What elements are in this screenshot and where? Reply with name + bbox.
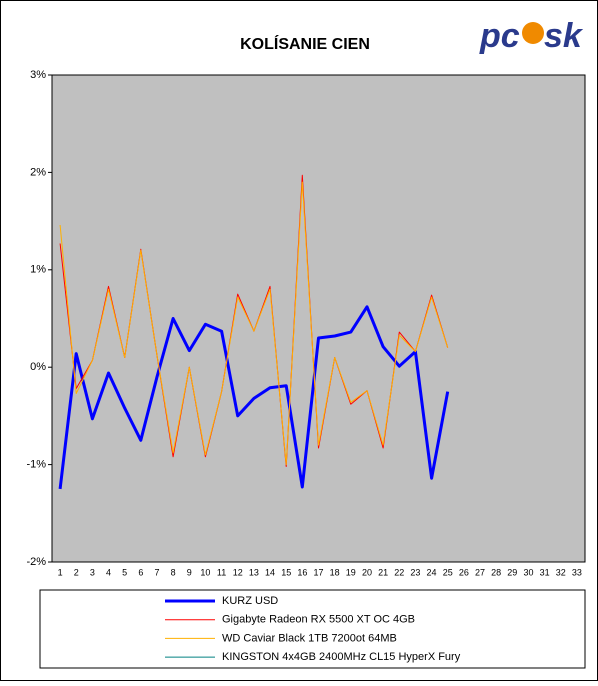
x-tick-label: 2 xyxy=(74,567,79,577)
x-tick-label: 15 xyxy=(281,567,291,577)
x-tick-label: 29 xyxy=(507,567,517,577)
y-tick-label: -2% xyxy=(26,556,46,568)
legend-label: Gigabyte Radeon RX 5500 XT OC 4GB xyxy=(222,614,415,626)
x-tick-label: 3 xyxy=(90,567,95,577)
x-tick-label: 33 xyxy=(572,567,582,577)
x-tick-label: 13 xyxy=(249,567,259,577)
x-tick-label: 6 xyxy=(138,567,143,577)
x-tick-label: 22 xyxy=(394,567,404,577)
series-line xyxy=(58,305,450,490)
x-tick-label: 10 xyxy=(200,567,210,577)
x-tick-label: 27 xyxy=(475,567,485,577)
x-tick-label: 28 xyxy=(491,567,501,577)
x-tick-label: 16 xyxy=(297,567,307,577)
logo: pc sk xyxy=(479,17,584,55)
x-tick-label: 21 xyxy=(378,567,388,577)
x-tick-label: 31 xyxy=(540,567,550,577)
y-tick-label: -1% xyxy=(26,459,46,471)
x-tick-label: 26 xyxy=(459,567,469,577)
x-tick-label: 23 xyxy=(410,567,420,577)
y-tick-label: 0% xyxy=(30,361,46,373)
x-tick-label: 4 xyxy=(106,567,111,577)
x-tick-label: 20 xyxy=(362,567,372,577)
logo-flame xyxy=(522,22,544,44)
logo-right: sk xyxy=(544,17,584,55)
x-tick-label: 19 xyxy=(346,567,356,577)
x-tick-label: 32 xyxy=(556,567,566,577)
plot-area xyxy=(51,74,586,563)
x-tick-label: 24 xyxy=(427,567,437,577)
x-tick-label: 30 xyxy=(523,567,533,577)
logo-left: pc xyxy=(479,17,520,55)
legend-label: KURZ USD xyxy=(222,595,278,607)
y-tick-label: 1% xyxy=(30,264,46,276)
x-tick-label: 8 xyxy=(171,567,176,577)
x-tick-label: 12 xyxy=(233,567,243,577)
x-tick-label: 14 xyxy=(265,567,275,577)
x-tick-label: 7 xyxy=(154,567,159,577)
y-tick-label: 3% xyxy=(30,69,46,81)
y-tick-label: 2% xyxy=(30,166,46,178)
x-tick-label: 1 xyxy=(58,567,63,577)
x-tick-label: 9 xyxy=(187,567,192,577)
legend-label: KINGSTON 4x4GB 2400MHz CL15 HyperX Fury xyxy=(222,651,461,663)
x-tick-label: 17 xyxy=(313,567,323,577)
chart-title: KOLÍSANIE CIEN xyxy=(240,34,370,53)
x-tick-label: 11 xyxy=(217,567,226,577)
series-line xyxy=(59,181,449,466)
legend xyxy=(39,589,586,669)
x-tick-label: 25 xyxy=(443,567,453,577)
x-tick-label: 5 xyxy=(122,567,127,577)
legend-label: WD Caviar Black 1TB 7200ot 64MB xyxy=(222,632,397,644)
x-tick-label: 18 xyxy=(330,567,340,577)
